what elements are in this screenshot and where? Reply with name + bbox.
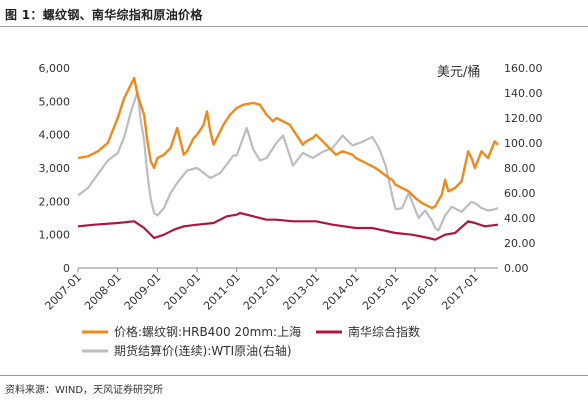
x-tick-label: 2015-01 bbox=[360, 271, 402, 313]
rebar-price-line bbox=[77, 76, 499, 210]
x-tick-label: 2013-01 bbox=[281, 271, 323, 313]
y-left-tick-label: 5,000 bbox=[39, 95, 71, 108]
source-note: 资料来源：WIND，天风证券研究所 bbox=[5, 385, 164, 396]
legend: 价格:螺纹钢:HRB400 20mm:上海 南华综合指数期货结算价(连续):WTI… bbox=[82, 324, 420, 358]
y-right-tick-label: 60.00 bbox=[504, 187, 536, 200]
right-axis-unit-label: 美元/桶 bbox=[437, 65, 480, 80]
series-lines bbox=[77, 76, 499, 241]
y-right-tick-label: 80.00 bbox=[504, 162, 536, 175]
line-chart: 2007-012008-012009-012010-012011-012012-… bbox=[39, 62, 543, 358]
x-tick-label: 2017-01 bbox=[439, 271, 481, 313]
title-divider bbox=[0, 26, 588, 27]
legend-label: 期货结算价(连续):WTI原油(右轴) bbox=[114, 343, 292, 358]
x-tick-label: 2007-01 bbox=[42, 271, 84, 313]
y-left-tick-label: 1,000 bbox=[39, 229, 71, 242]
y-left-tick-label: 6,000 bbox=[39, 62, 71, 75]
legend-label: 南华综合指数 bbox=[348, 324, 420, 339]
x-tick-label: 2014-01 bbox=[320, 271, 362, 313]
y-right-tick-label: 140.00 bbox=[504, 87, 543, 100]
y-right-tick-label: 20.00 bbox=[504, 237, 536, 250]
y-left-tick-label: 4,000 bbox=[39, 129, 71, 142]
y-right-tick-label: 100.00 bbox=[504, 137, 543, 150]
tick-labels: 2007-012008-012009-012010-012011-012012-… bbox=[39, 62, 543, 313]
wti-oil-line bbox=[77, 90, 499, 232]
x-tick-label: 2010-01 bbox=[161, 271, 203, 313]
footer-divider bbox=[0, 375, 588, 376]
x-tick-label: 2008-01 bbox=[82, 271, 124, 313]
y-left-tick-label: 0 bbox=[63, 262, 70, 275]
x-tick-label: 2012-01 bbox=[241, 271, 283, 313]
y-right-tick-label: 120.00 bbox=[504, 112, 543, 125]
axes bbox=[77, 267, 498, 272]
y-left-tick-label: 3,000 bbox=[39, 162, 71, 175]
y-left-tick-label: 2,000 bbox=[39, 195, 71, 208]
figure-title: 图 1：螺纹钢、南华综指和原油价格 bbox=[5, 8, 203, 22]
y-right-tick-label: 160.00 bbox=[504, 62, 543, 75]
legend-label: 价格:螺纹钢:HRB400 20mm:上海 bbox=[114, 324, 301, 339]
x-tick-label: 2009-01 bbox=[122, 271, 164, 313]
nanhua-index-line bbox=[77, 211, 499, 241]
x-tick-label: 2016-01 bbox=[400, 271, 442, 313]
y-right-tick-label: 0.00 bbox=[504, 262, 529, 275]
y-right-tick-label: 40.00 bbox=[504, 212, 536, 225]
x-tick-label: 2011-01 bbox=[201, 271, 243, 313]
